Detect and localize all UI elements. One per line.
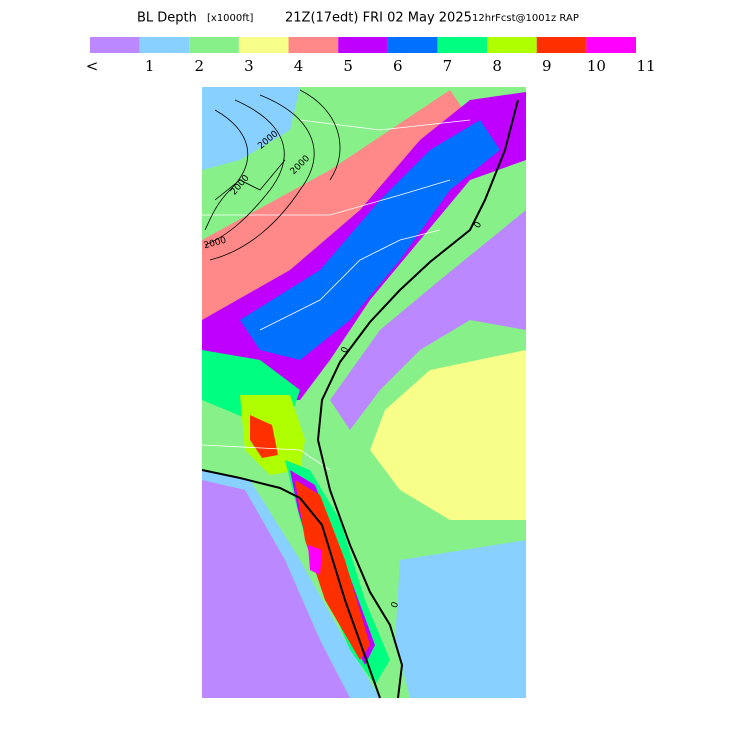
field-region [202, 90, 470, 320]
colorbar-label: 4 [294, 57, 304, 75]
valid-time: 21Z(17edt) FRI 02 May 2025 [285, 11, 472, 26]
colorbar-swatch [238, 37, 289, 53]
colorbar-label: 9 [542, 57, 552, 75]
map-fill [202, 87, 526, 698]
contour-label: 0 [473, 220, 485, 230]
colorbar-label: 2 [194, 57, 204, 75]
border-line [299, 119, 471, 131]
colorbar-swatch [437, 37, 488, 53]
colorbar-swatch [139, 37, 190, 53]
border-line [259, 229, 441, 331]
colorbar-swatch [90, 37, 140, 53]
contour-label: 0 [340, 346, 351, 355]
forecast-info: 12hrFcst@1001z RAP [472, 13, 579, 24]
field-region [202, 480, 350, 698]
colorbar-label: 10 [587, 57, 606, 75]
coastline [201, 99, 519, 699]
field-region [250, 415, 278, 458]
colorbar-label: 1 [145, 57, 155, 75]
field-region [395, 540, 526, 698]
field-region [330, 210, 526, 430]
colorbar-swatch [536, 37, 587, 53]
contour-line [204, 99, 285, 246]
contour-line [299, 89, 341, 181]
units: [x1000ft] [207, 13, 254, 24]
field-region [308, 545, 322, 575]
colorbar-swatch [288, 37, 339, 53]
contour-label: 0 [390, 601, 401, 610]
colorbar-swatch [189, 37, 239, 53]
field-region [202, 87, 300, 170]
colorbar-label: 11 [636, 57, 655, 75]
colorbar-swatch [338, 37, 388, 53]
colorbar-swatch [586, 37, 636, 53]
title: BL Depth [137, 11, 197, 26]
field-region [240, 120, 500, 360]
colorbar-label: 3 [244, 57, 254, 75]
coast-line [316, 99, 519, 699]
colorbar-swatch [387, 37, 438, 53]
colorbar-label: < [86, 57, 99, 75]
colorbar-label: 5 [343, 57, 353, 75]
contour-line [209, 94, 315, 261]
border-line [202, 179, 451, 216]
colorbar: <1 2 3 4 5 6 7 8 9 10 11 [86, 37, 656, 75]
field-region [370, 350, 526, 520]
coast-line [201, 469, 381, 699]
colorbar-label: 7 [443, 57, 453, 75]
colorbar-swatch [487, 37, 537, 53]
contour-line [204, 109, 248, 231]
contours [204, 89, 341, 261]
colorbar-label: 6 [393, 57, 403, 75]
border-line [201, 444, 331, 471]
state-borders [201, 119, 471, 471]
contour-line [214, 159, 286, 201]
colorbar-label: 8 [492, 57, 502, 75]
